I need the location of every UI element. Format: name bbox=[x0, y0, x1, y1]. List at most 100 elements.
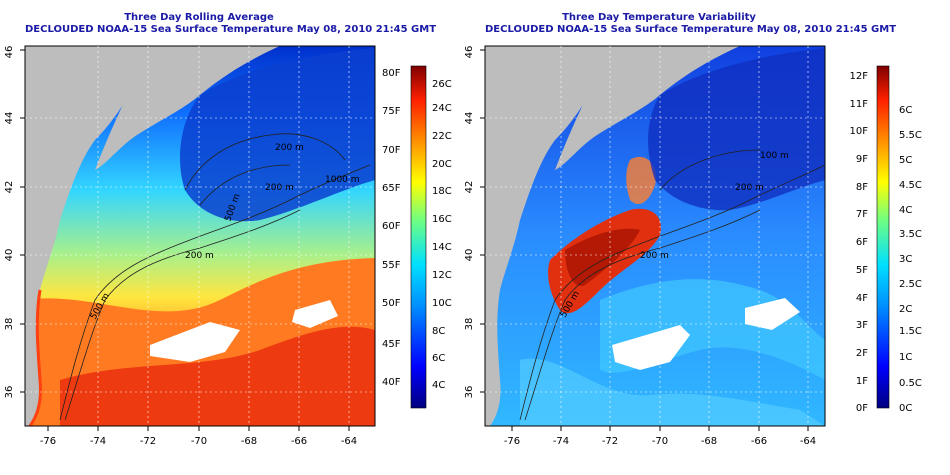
colorbar-c-label: 6C bbox=[899, 105, 912, 116]
right-map-frame bbox=[484, 45, 826, 427]
colorbar-f-label: 10F bbox=[850, 126, 869, 137]
colorbar-f-label: 11F bbox=[850, 99, 869, 110]
right-lat-label: 36 bbox=[464, 386, 475, 399]
right-y-ticks bbox=[480, 49, 485, 393]
left-bathymetry-contours bbox=[59, 133, 371, 421]
colorbar-c-label: 24C bbox=[432, 103, 452, 114]
colorbar-f-label: 80F bbox=[382, 68, 401, 79]
colorbar-c-label: 20C bbox=[432, 159, 452, 170]
colorbar-f-label: 0F bbox=[856, 403, 868, 414]
left-y-ticks bbox=[20, 49, 25, 393]
right-colorbar-f-labels: 0F 1F 2F 3F 4F 5F 6F 7F 8F 9F 10F 11F 12… bbox=[850, 71, 869, 414]
left-lon-label: -76 bbox=[40, 436, 56, 447]
colorbar-f-label: 40F bbox=[382, 377, 401, 388]
colorbar-c-label: 5.5C bbox=[899, 130, 922, 141]
left-lon-label: -66 bbox=[291, 436, 307, 447]
colorbar-c-label: 4C bbox=[899, 205, 912, 216]
right-bathymetry-contours bbox=[519, 149, 825, 421]
right-lon-label: -74 bbox=[553, 436, 569, 447]
right-lon-label: -66 bbox=[751, 436, 767, 447]
colorbar-c-label: 4.5C bbox=[899, 180, 922, 191]
right-lon-label: -72 bbox=[602, 436, 618, 447]
left-lon-label: -64 bbox=[341, 436, 357, 447]
left-lat-label: 44 bbox=[4, 112, 15, 125]
colorbar-c-label: 6C bbox=[432, 353, 445, 364]
left-lon-label: -72 bbox=[140, 436, 156, 447]
colorbar-c-label: 2C bbox=[899, 304, 912, 315]
contour-label: 1000 m bbox=[325, 175, 360, 185]
colorbar-c-label: 18C bbox=[432, 186, 452, 197]
colorbar-f-label: 70F bbox=[382, 145, 401, 156]
left-x-ticks bbox=[47, 426, 350, 431]
colorbar-c-label: 12C bbox=[432, 270, 452, 281]
colorbar-f-label: 65F bbox=[382, 183, 401, 194]
colorbar-c-label: 10C bbox=[432, 298, 452, 309]
right-map-title: Three Day Temperature Variability bbox=[562, 12, 756, 23]
colorbar-c-label: 22C bbox=[432, 131, 452, 142]
contour-label: 200 m bbox=[640, 251, 669, 261]
contour-label: 200 m bbox=[265, 183, 294, 193]
right-lon-label: -64 bbox=[800, 436, 816, 447]
right-colorbar-c-labels: 0C 0.5C 1C 1.5C 2C 2.5C 3C 3.5C 4C 4.5C … bbox=[899, 105, 922, 414]
colorbar-f-label: 4F bbox=[856, 293, 868, 304]
left-lon-label: -70 bbox=[191, 436, 207, 447]
colorbar-c-label: 1C bbox=[899, 352, 912, 363]
left-map-grid bbox=[25, 46, 375, 426]
colorbar-f-label: 60F bbox=[382, 221, 401, 232]
colorbar-f-label: 75F bbox=[382, 106, 401, 117]
right-lon-label: -68 bbox=[701, 436, 717, 447]
right-map-subtitle: DECLOUDED NOAA-15 Sea Surface Temperatur… bbox=[485, 24, 897, 35]
colorbar-c-label: 14C bbox=[432, 242, 452, 253]
colorbar-c-label: 4C bbox=[432, 380, 445, 391]
right-x-ticks bbox=[511, 426, 809, 431]
right-map bbox=[485, 46, 825, 426]
colorbar-c-label: 3C bbox=[899, 254, 912, 265]
colorbar-c-label: 0C bbox=[899, 403, 912, 414]
right-lat-label: 38 bbox=[464, 318, 475, 331]
right-map-grid bbox=[485, 46, 825, 426]
colorbar-f-label: 5F bbox=[856, 265, 868, 276]
left-lat-label: 40 bbox=[4, 249, 15, 262]
colorbar-c-label: 5C bbox=[899, 155, 912, 166]
left-lat-label: 38 bbox=[4, 318, 15, 331]
colorbar-f-label: 6F bbox=[856, 237, 868, 248]
colorbar-f-label: 7F bbox=[856, 209, 868, 220]
right-lon-label: -76 bbox=[504, 436, 520, 447]
left-lat-label: 46 bbox=[4, 46, 15, 59]
right-colorbar bbox=[876, 65, 890, 409]
contour-label: 100 m bbox=[760, 151, 789, 161]
colorbar-f-label: 45F bbox=[382, 339, 401, 350]
colorbar-c-label: 0.5C bbox=[899, 378, 922, 389]
colorbar-f-label: 1F bbox=[856, 376, 868, 387]
colorbar-f-label: 2F bbox=[856, 348, 868, 359]
left-map-subtitle: DECLOUDED NOAA-15 Sea Surface Temperatur… bbox=[25, 24, 437, 35]
colorbar-c-label: 8C bbox=[432, 326, 445, 337]
right-lat-label: 40 bbox=[464, 249, 475, 262]
colorbar-c-label: 26C bbox=[432, 79, 452, 90]
colorbar-f-label: 55F bbox=[382, 260, 401, 271]
right-lat-label: 44 bbox=[464, 112, 475, 125]
left-map-frame bbox=[24, 45, 376, 427]
contour-label: 200 m bbox=[735, 183, 764, 193]
left-colorbar-f-labels: 40F 45F 50F 55F 60F 65F 70F 75F 80F bbox=[382, 68, 401, 388]
left-map bbox=[25, 46, 375, 426]
colorbar-f-label: 12F bbox=[850, 71, 869, 82]
left-lat-label: 36 bbox=[4, 386, 15, 399]
colorbar-c-label: 3.5C bbox=[899, 229, 922, 240]
colorbar-f-label: 50F bbox=[382, 298, 401, 309]
colorbar-c-label: 2.5C bbox=[899, 279, 922, 290]
right-lat-label: 46 bbox=[464, 46, 475, 59]
left-lon-label: -74 bbox=[90, 436, 106, 447]
left-colorbar-c-labels: 4C 6C 8C 10C 12C 14C 16C 18C 20C 22C 24C… bbox=[432, 79, 452, 391]
left-colorbar bbox=[410, 65, 427, 409]
left-lat-label: 42 bbox=[4, 181, 15, 194]
right-lat-label: 42 bbox=[464, 181, 475, 194]
colorbar-f-label: 8F bbox=[856, 182, 868, 193]
contour-label: 200 m bbox=[185, 251, 214, 261]
right-lon-label: -70 bbox=[652, 436, 668, 447]
colorbar-f-label: 3F bbox=[856, 320, 868, 331]
colorbar-c-label: 16C bbox=[432, 214, 452, 225]
left-lon-label: -68 bbox=[241, 436, 257, 447]
colorbar-f-label: 9F bbox=[856, 154, 868, 165]
